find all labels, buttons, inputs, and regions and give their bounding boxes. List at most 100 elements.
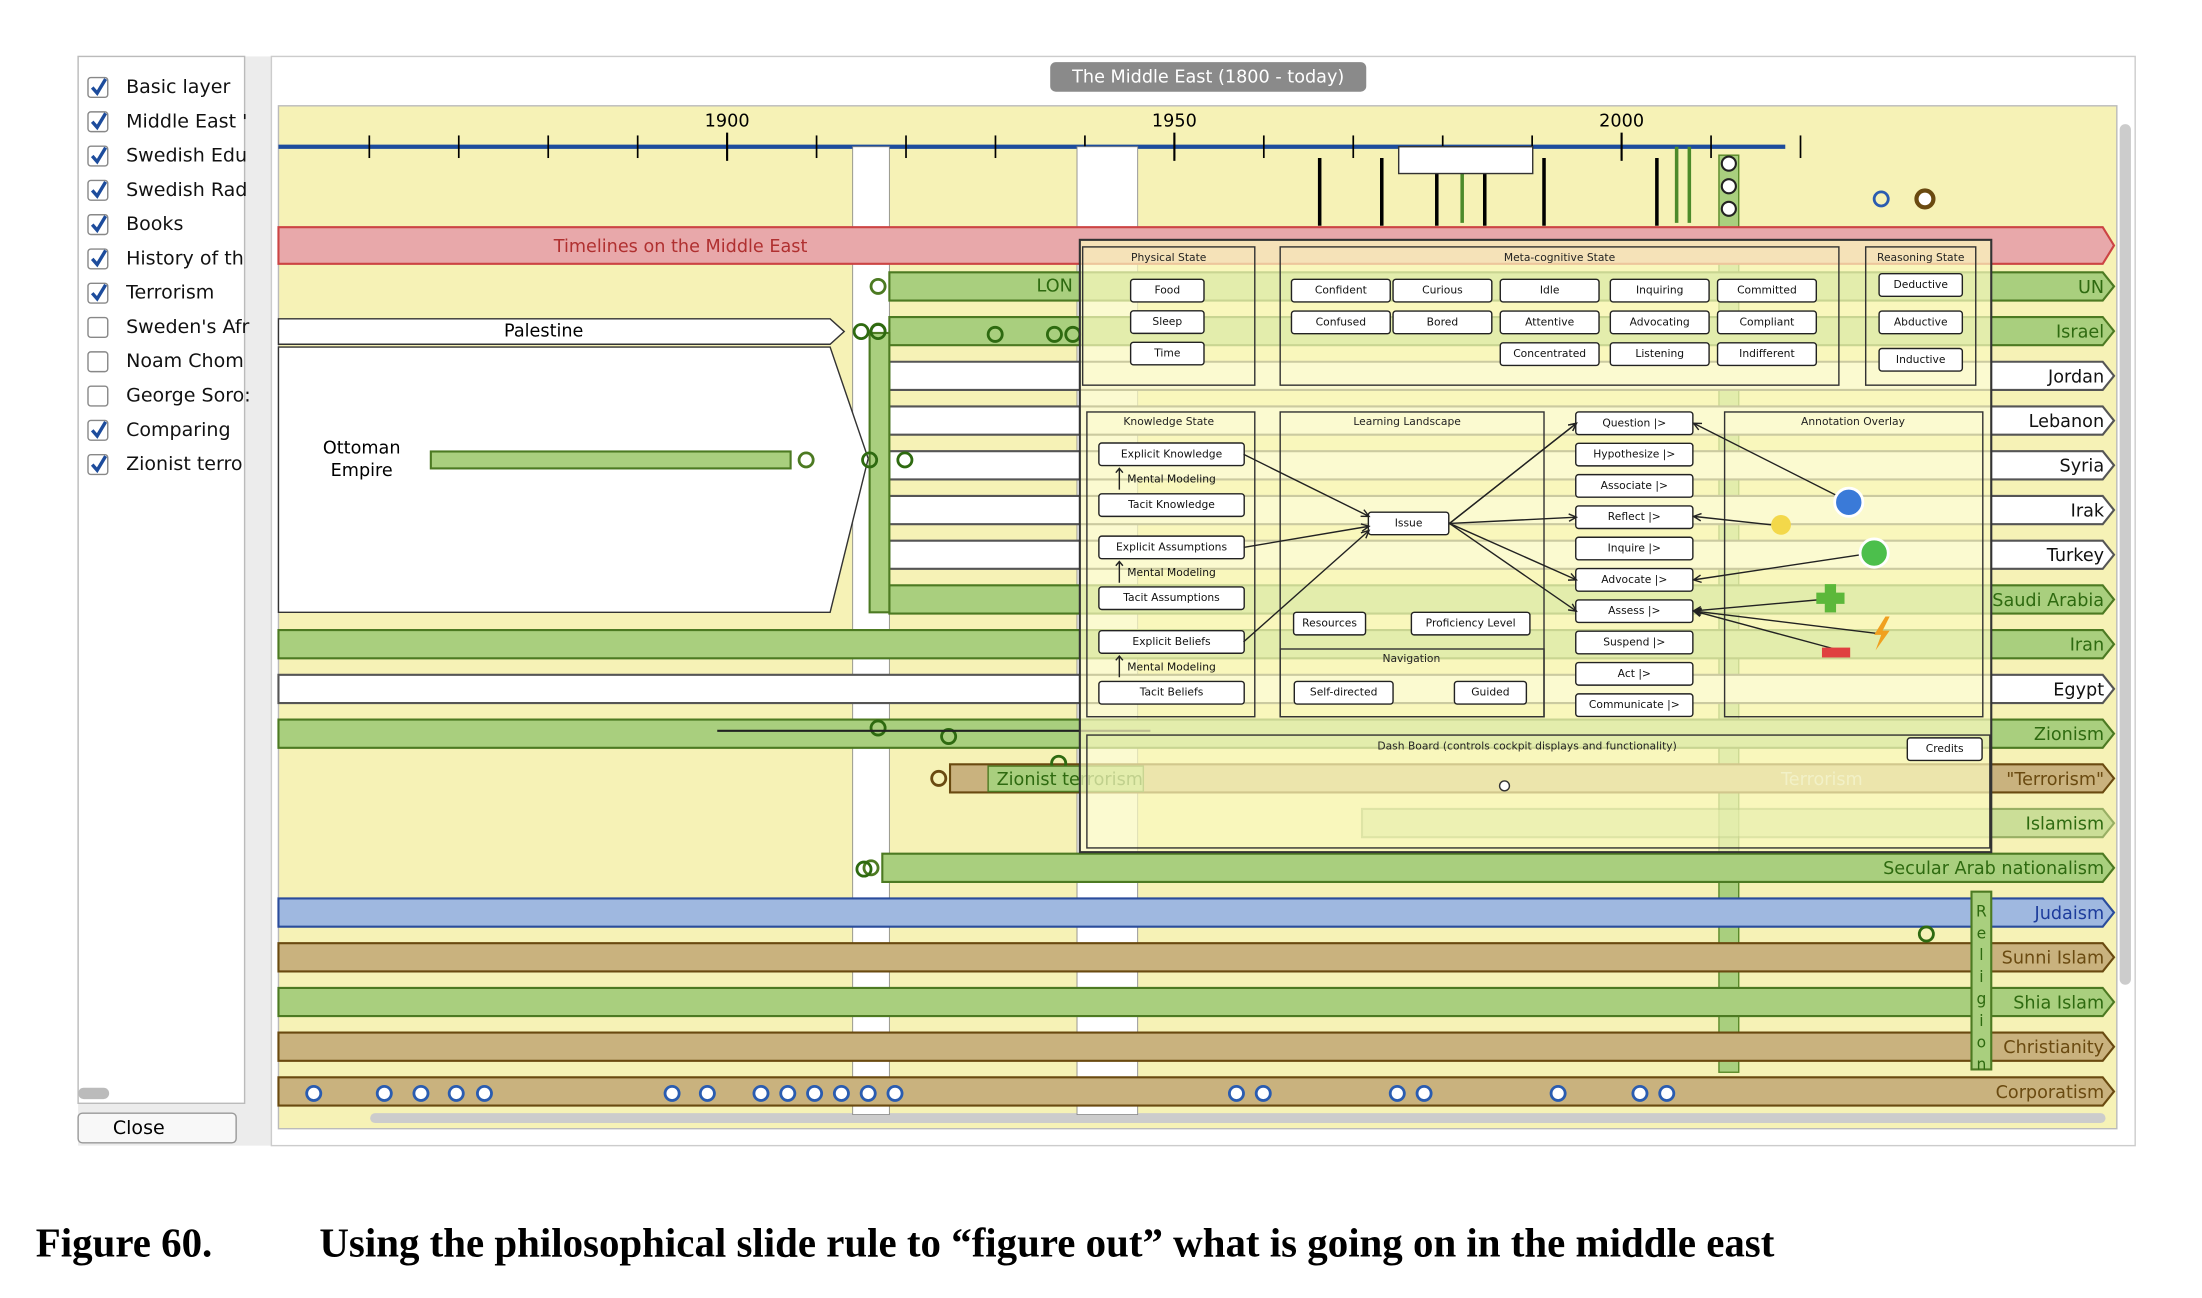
knowledge-button[interactable] (1098, 586, 1245, 611)
checkmark[interactable] (90, 146, 108, 165)
knowledge-button-label[interactable]: Tacit Beliefs (1139, 686, 1204, 699)
knowledge-button-label[interactable]: Tacit Assumptions (1122, 591, 1220, 604)
state-button[interactable] (1716, 310, 1818, 335)
state-button[interactable] (1129, 278, 1205, 303)
state-button-label[interactable]: Idle (1540, 284, 1560, 297)
action-button[interactable] (1575, 536, 1694, 561)
checkmark[interactable] (90, 249, 108, 268)
action-button-label[interactable]: Associate |> (1601, 479, 1668, 492)
action-button[interactable] (1575, 630, 1694, 655)
scrollbar[interactable] (2119, 124, 2131, 985)
close-label[interactable]: Close (113, 1117, 165, 1139)
state-button-label[interactable]: Food (1154, 284, 1180, 297)
action-button[interactable] (1575, 661, 1694, 686)
state-button[interactable] (1878, 310, 1964, 335)
landscape-button-label[interactable]: Resources (1302, 617, 1357, 630)
state-button[interactable] (1129, 310, 1205, 335)
state-button[interactable] (1392, 278, 1493, 303)
state-button[interactable] (1499, 342, 1600, 367)
checkbox[interactable] (87, 316, 109, 339)
action-button-label[interactable]: Advocate |> (1601, 573, 1667, 586)
landscape-button[interactable] (1453, 680, 1528, 705)
state-button-label[interactable]: Indifferent (1739, 347, 1794, 360)
state-button[interactable] (1129, 341, 1205, 366)
layer-label[interactable]: George Soro: (126, 385, 251, 407)
checkmark[interactable] (90, 215, 108, 234)
state-button-label[interactable]: Bored (1427, 315, 1458, 328)
checkmark[interactable] (90, 112, 108, 131)
scrollbar[interactable] (370, 1113, 2106, 1124)
state-button-label[interactable]: Inquiring (1636, 284, 1684, 297)
state-button[interactable] (1290, 278, 1391, 303)
state-button-label[interactable]: Confident (1315, 284, 1367, 297)
layer-label[interactable]: Books (126, 213, 183, 235)
state-button[interactable] (1499, 278, 1600, 303)
state-button-label[interactable]: Inductive (1896, 353, 1946, 366)
action-button-label[interactable]: Suspend |> (1603, 636, 1665, 649)
action-button-label[interactable]: Reflect |> (1608, 510, 1661, 523)
knowledge-button-label[interactable]: Explicit Knowledge (1121, 447, 1223, 460)
state-button[interactable] (1878, 273, 1964, 297)
state-button-label[interactable]: Committed (1737, 284, 1797, 297)
layer-label[interactable]: Basic layer (126, 76, 230, 98)
action-button-label[interactable]: Inquire |> (1608, 542, 1661, 555)
state-button-label[interactable]: Compliant (1740, 315, 1795, 328)
action-button-label[interactable]: Hypothesize |> (1593, 448, 1675, 461)
state-button[interactable] (1290, 310, 1391, 335)
action-button-label[interactable]: Assess |> (1608, 604, 1660, 617)
state-button[interactable] (1716, 342, 1818, 367)
knowledge-button[interactable] (1098, 493, 1245, 518)
checkmark[interactable] (90, 78, 108, 96)
landscape-button-label[interactable]: Proficiency Level (1426, 617, 1516, 630)
layer-label[interactable]: Noam Chom (126, 350, 244, 372)
scrollbar[interactable] (78, 1087, 110, 1100)
checkmark[interactable] (90, 180, 108, 199)
state-button[interactable] (1499, 310, 1600, 335)
credits-button-label[interactable]: Credits (1926, 742, 1964, 755)
landscape-button[interactable] (1410, 611, 1531, 636)
state-button[interactable] (1716, 278, 1818, 303)
layer-label[interactable]: History of th (126, 247, 244, 269)
state-button-label[interactable]: Attentive (1525, 315, 1574, 328)
layer-label[interactable]: Sweden's Afr (126, 316, 249, 338)
credits-button[interactable] (1906, 737, 1983, 762)
landscape-button-label[interactable]: Self-directed (1310, 686, 1377, 699)
state-button-label[interactable]: Sleep (1152, 315, 1182, 328)
checkmark[interactable] (90, 283, 108, 302)
state-button[interactable] (1609, 310, 1710, 335)
state-button-label[interactable]: Curious (1422, 284, 1463, 297)
knowledge-button-label[interactable]: Explicit Assumptions (1116, 540, 1227, 553)
layer-label[interactable]: Terrorism (125, 282, 214, 304)
issue-button-label[interactable]: Issue (1395, 516, 1423, 529)
action-button[interactable] (1575, 693, 1694, 718)
state-button-label[interactable]: Time (1153, 347, 1181, 360)
issue-button[interactable] (1367, 511, 1450, 536)
state-button[interactable] (1609, 278, 1710, 303)
landscape-button[interactable] (1293, 680, 1394, 705)
layer-label[interactable]: Swedish Rad (126, 179, 247, 201)
state-button-label[interactable]: Concentrated (1513, 347, 1586, 360)
action-button-label[interactable]: Question |> (1602, 416, 1666, 429)
layer-label[interactable]: Swedish Edu (126, 145, 247, 167)
knowledge-button[interactable] (1098, 680, 1245, 705)
checkbox[interactable] (87, 351, 109, 373)
state-button[interactable] (1392, 310, 1493, 335)
action-button-label[interactable]: Communicate |> (1589, 698, 1680, 711)
landscape-button[interactable] (1292, 611, 1367, 636)
state-button-label[interactable]: Abductive (1894, 315, 1948, 328)
knowledge-button-label[interactable]: Explicit Beliefs (1132, 635, 1211, 648)
checkmark[interactable] (90, 420, 108, 439)
state-button-label[interactable]: Advocating (1630, 315, 1690, 328)
checkmark[interactable] (90, 455, 108, 474)
action-button[interactable] (1575, 473, 1694, 498)
state-button-label[interactable]: Listening (1635, 347, 1684, 360)
state-button-label[interactable]: Deductive (1893, 278, 1948, 291)
close-button[interactable] (77, 1112, 237, 1144)
action-button-label[interactable]: Act |> (1618, 667, 1651, 680)
layer-label[interactable]: Zionist terro (126, 453, 242, 475)
checkbox[interactable] (87, 385, 109, 407)
landscape-button-label[interactable]: Guided (1471, 686, 1509, 699)
layer-label[interactable]: Middle East ' (126, 110, 247, 132)
action-button[interactable] (1575, 442, 1694, 467)
state-button[interactable] (1609, 342, 1710, 367)
